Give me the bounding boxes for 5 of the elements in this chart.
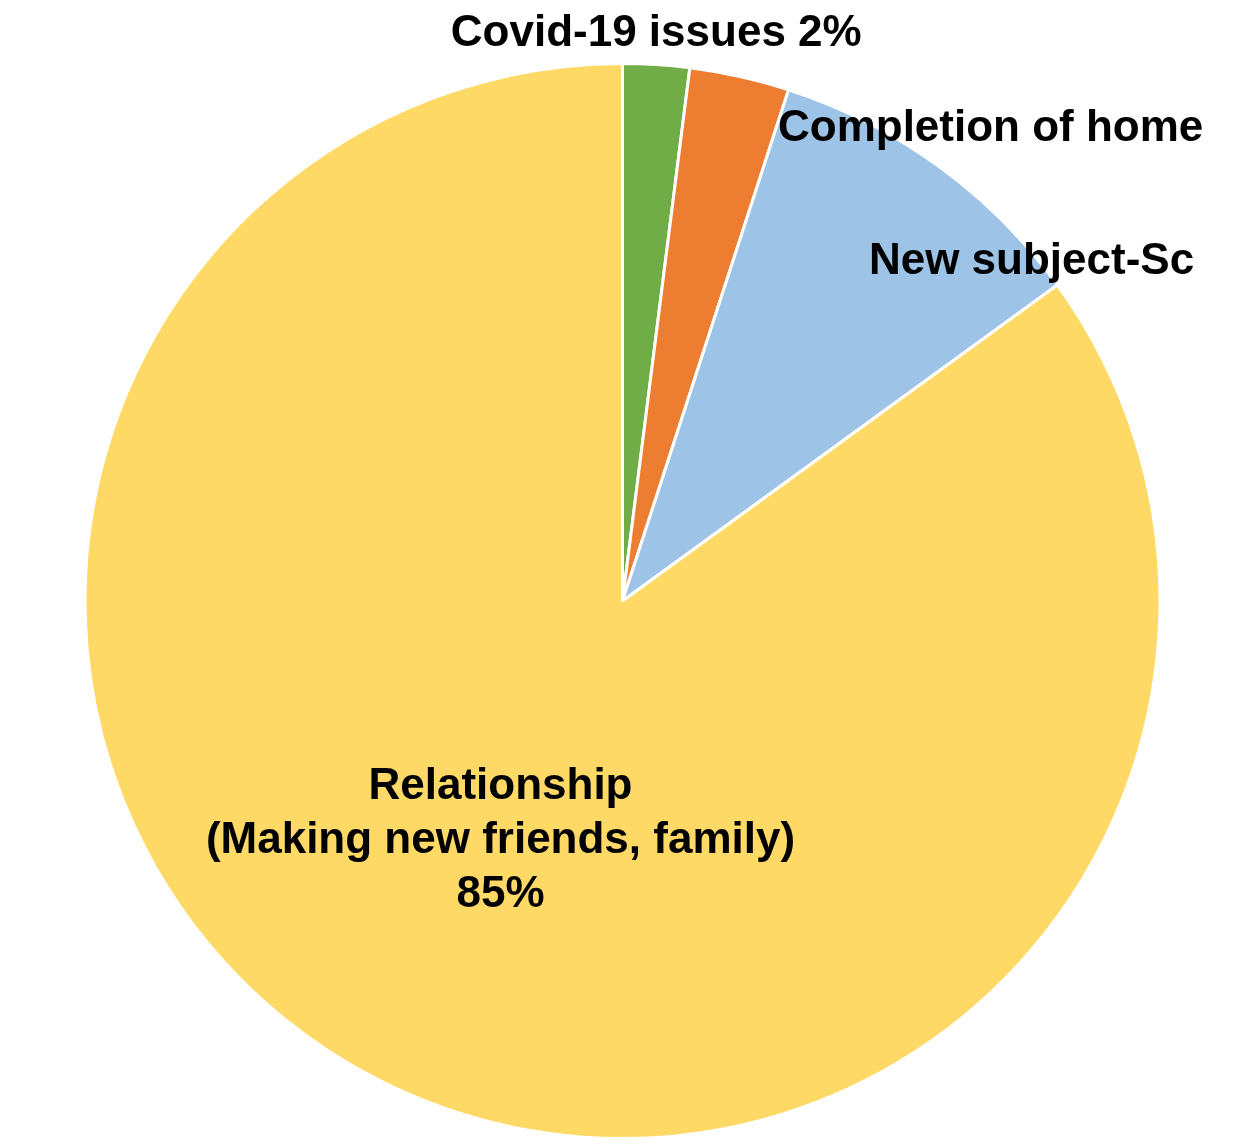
- slice-label: New subject-Sc: [868, 233, 1195, 283]
- data-label: 85%: [456, 866, 545, 916]
- slice-label: Relationship (Making new friends, family): [205, 758, 796, 862]
- slice-label: Completion of home: [777, 101, 1204, 151]
- slice-label: Covid-19 issues 2%: [450, 5, 862, 55]
